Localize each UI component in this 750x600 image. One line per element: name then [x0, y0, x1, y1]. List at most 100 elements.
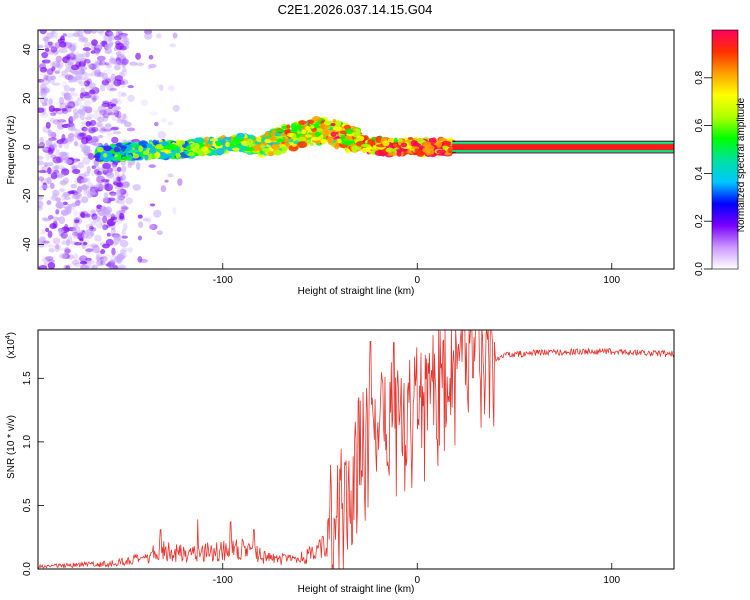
- ridge-point: [231, 147, 240, 151]
- noise-point: [110, 228, 116, 234]
- noise-point: [41, 88, 48, 96]
- noise-point: [49, 222, 57, 229]
- noise-point: [39, 30, 47, 35]
- top-plot-frame: [37, 29, 675, 270]
- noise-point: [96, 55, 106, 62]
- colorbar-ticks: 0.0 0.2 0.4 0.6 0.8: [694, 70, 712, 276]
- noise-point: [106, 167, 113, 174]
- noise-point: [92, 264, 99, 269]
- ridge-point: [416, 150, 424, 156]
- noise-point: [172, 104, 180, 112]
- ridge-point: [435, 141, 443, 148]
- ridge-point: [245, 147, 255, 152]
- noise-point: [121, 203, 127, 209]
- noise-point: [157, 130, 166, 139]
- top-heatmap: [38, 30, 674, 269]
- noise-point: [46, 200, 52, 206]
- ridge-point: [142, 150, 150, 156]
- ridge-point: [260, 144, 266, 149]
- noise-point: [38, 169, 47, 174]
- noise-point: [118, 210, 126, 214]
- noise-point: [85, 257, 92, 262]
- noise-point: [75, 99, 82, 106]
- noise-point: [83, 58, 91, 64]
- noise-point: [54, 42, 61, 49]
- top-x-tick-label: -100: [213, 275, 233, 286]
- ridge-point: [184, 150, 190, 155]
- ridge-point: [345, 149, 351, 154]
- noise-point: [69, 91, 75, 96]
- noise-point: [104, 47, 112, 55]
- noise-point: [64, 248, 72, 254]
- noise-point: [83, 127, 90, 134]
- noise-point: [60, 152, 70, 161]
- noise-point: [41, 257, 48, 263]
- noise-point: [52, 108, 62, 112]
- noise-point: [55, 61, 64, 69]
- noise-point: [72, 42, 78, 51]
- noise-point: [66, 239, 73, 246]
- noise-point: [110, 73, 116, 81]
- noise-point: [72, 108, 78, 115]
- noise-point: [45, 256, 54, 261]
- noise-point: [44, 85, 51, 94]
- noise-point: [106, 261, 111, 269]
- ridge-point: [332, 126, 343, 131]
- noise-point: [99, 255, 108, 262]
- noise-point: [82, 47, 92, 52]
- ridge-point: [309, 142, 315, 146]
- ridge-point: [256, 136, 262, 143]
- ridge-point: [257, 154, 266, 158]
- noise-point: [86, 152, 93, 159]
- noise-point: [38, 265, 48, 269]
- noise-point: [116, 266, 125, 269]
- ridge-point: [344, 135, 353, 139]
- noise-point: [63, 92, 70, 100]
- ridge-point: [291, 143, 297, 147]
- ridge-point: [372, 145, 377, 149]
- noise-point: [110, 213, 115, 222]
- ridge-point: [142, 144, 148, 149]
- ridge-point: [400, 142, 408, 148]
- noise-point: [77, 161, 85, 169]
- noise-point: [94, 234, 102, 242]
- ridge-point: [215, 141, 222, 147]
- noise-point: [46, 144, 54, 149]
- noise-point: [50, 46, 58, 53]
- ridge-point: [131, 153, 140, 159]
- top-y-axis-label: Frequency (Hz): [6, 116, 17, 185]
- noise-point: [90, 30, 97, 34]
- noise-point: [46, 162, 54, 167]
- ridge-point: [145, 143, 153, 147]
- noise-point: [85, 244, 94, 248]
- noise-point: [61, 168, 70, 176]
- noise-point: [148, 164, 157, 168]
- noise-point: [59, 102, 69, 110]
- noise-point: [49, 182, 55, 190]
- noise-point: [70, 49, 75, 57]
- noise-point: [137, 235, 142, 241]
- noise-point: [75, 53, 84, 58]
- noise-point: [49, 61, 56, 67]
- noise-point: [94, 60, 103, 66]
- noise-point: [104, 78, 112, 84]
- noise-point: [148, 63, 157, 69]
- noise-point: [89, 139, 96, 146]
- noise-point: [70, 203, 78, 207]
- noise-point: [121, 60, 126, 69]
- ridge-point: [222, 136, 232, 140]
- noise-point: [79, 210, 89, 219]
- noise-point: [78, 37, 83, 42]
- noise-point: [71, 202, 77, 208]
- noise-point: [61, 108, 68, 112]
- noise-point: [67, 101, 76, 109]
- noise-point: [38, 195, 44, 201]
- noise-point: [167, 173, 174, 178]
- ridge-point: [185, 145, 191, 151]
- noise-point: [125, 197, 133, 205]
- ridge-point: [163, 155, 172, 159]
- noise-point: [73, 140, 78, 147]
- snr-series-line: [38, 330, 674, 569]
- ridge-point: [155, 152, 161, 159]
- noise-point: [52, 244, 62, 249]
